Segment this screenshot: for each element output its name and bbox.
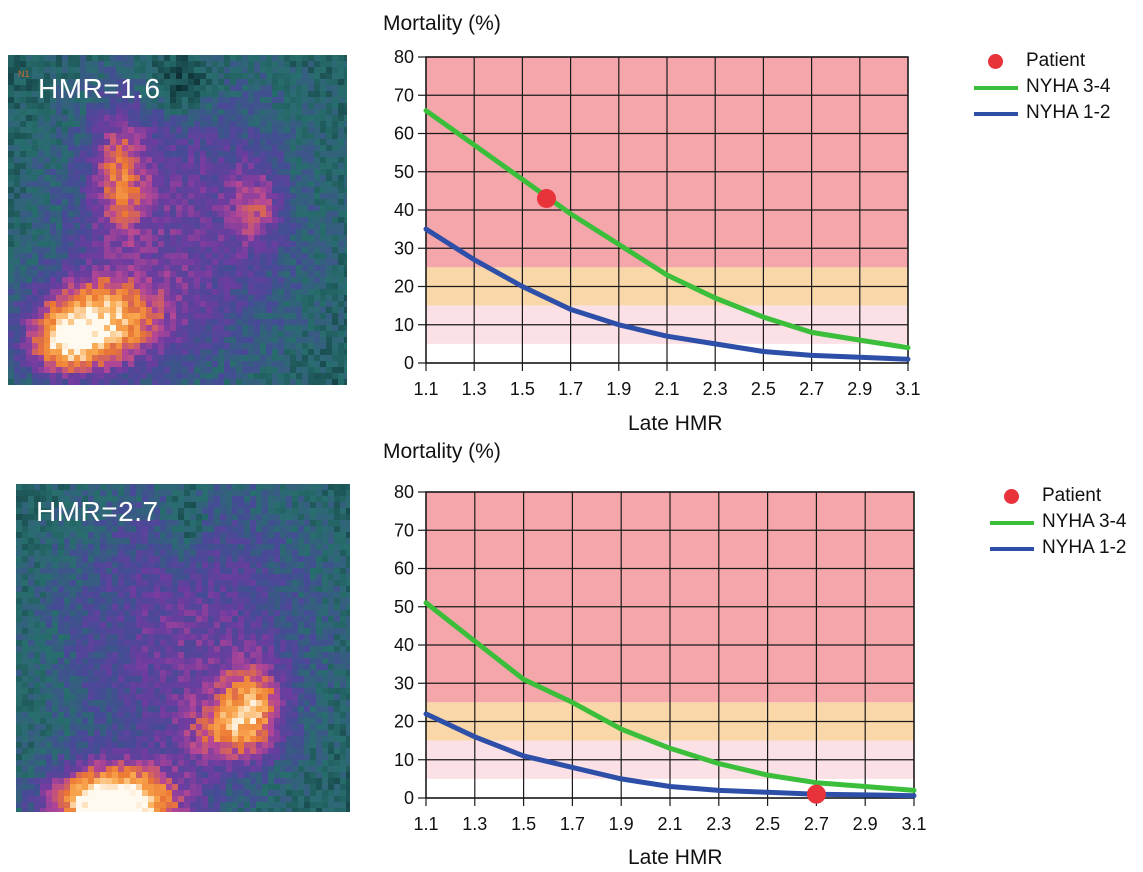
patient-point <box>806 784 826 804</box>
mortality-chart-1: 0 10 20 30 40 50 60 70 80 1.1 1.3 1.5 1.7 1.9 2.1 2.3 2.… <box>394 47 921 399</box>
x-tick-label: 2.7 <box>804 814 829 834</box>
y-tick-label: 10 <box>394 750 414 770</box>
x-tick-label: 1.5 <box>511 814 536 834</box>
green-line-icon <box>990 510 1034 536</box>
green-line-icon <box>974 75 1018 101</box>
y-tick-label: 40 <box>394 200 414 220</box>
y-tick-label: 50 <box>394 597 414 617</box>
hmr-label: HMR=2.7 <box>36 496 159 527</box>
y-tick-label: 0 <box>404 353 414 373</box>
legend-label: NYHA 1-2 <box>1026 102 1111 123</box>
y-tick-label: 0 <box>404 788 414 808</box>
y-axis-label: Mortality (%) <box>383 12 501 35</box>
x-tick-label: 1.9 <box>609 814 634 834</box>
blue-line-icon <box>990 536 1034 562</box>
corner-mark: N1 <box>18 69 30 79</box>
x-tick-label: 2.1 <box>657 814 682 834</box>
y-tick-label: 60 <box>394 124 414 144</box>
x-tick-label: 2.7 <box>799 379 824 399</box>
x-tick-label: 2.5 <box>755 814 780 834</box>
x-axis-label: Late HMR <box>628 412 723 435</box>
patient-marker-icon <box>974 49 1018 75</box>
x-tick-label: 1.9 <box>606 379 631 399</box>
hmr-label: HMR=1.6 <box>38 73 161 104</box>
y-tick-label: 20 <box>394 277 414 297</box>
patient-point <box>537 189 556 209</box>
chart-panel-1: N1 HMR=1.6 Mortality (%) 0 10 20 30 40 50 60 70… <box>8 12 1111 435</box>
series-nyha-1-2-line <box>423 711 917 799</box>
y-tick-label: 70 <box>394 85 414 105</box>
x-tick-label: 1.7 <box>560 814 585 834</box>
blue-line-icon <box>974 101 1018 127</box>
y-tick-label: 80 <box>394 482 414 502</box>
y-tick-label: 30 <box>394 673 414 693</box>
x-tick-label: 1.5 <box>510 379 535 399</box>
x-tick-label: 1.3 <box>462 379 487 399</box>
y-tick-label: 60 <box>394 559 414 579</box>
y-tick-label: 30 <box>394 238 414 258</box>
legend-label: Patient <box>1042 485 1102 506</box>
x-axis-label: Late HMR <box>628 846 723 869</box>
y-axis-label: Mortality (%) <box>383 440 501 463</box>
x-tick-label: 1.1 <box>413 379 438 399</box>
legend-label: NYHA 3-4 <box>1026 76 1111 97</box>
x-tick-label: 3.1 <box>901 814 926 834</box>
series-nyha-3-4-line <box>423 600 917 793</box>
x-tick-label: 2.3 <box>703 379 728 399</box>
y-tick-label: 70 <box>394 520 414 540</box>
chart-panel-2: HMR=2.7 Mortality (%) 0 10 20 30 40 50 60 70 80 1… <box>0 436 1143 872</box>
x-tick-label: 2.9 <box>847 379 872 399</box>
y-tick-label: 20 <box>394 712 414 732</box>
patient-marker-icon <box>990 484 1034 510</box>
x-tick-label: 2.5 <box>751 379 776 399</box>
y-tick-label: 10 <box>394 315 414 335</box>
y-tick-label: 40 <box>394 635 414 655</box>
series-nyha-3-4-line <box>423 108 911 351</box>
x-tick-label: 2.9 <box>853 814 878 834</box>
legend-label: NYHA 3-4 <box>1042 511 1127 532</box>
scintigraphy-image-1: N1 HMR=1.6 <box>8 55 347 385</box>
x-tick-label: 2.1 <box>654 379 679 399</box>
mortality-chart-2: 0 10 20 30 40 50 60 70 80 1.1 1.3 1.5 1.7 1.9 2.1 2.3 2.… <box>394 482 927 834</box>
legend-label: NYHA 1-2 <box>1042 537 1127 558</box>
x-tick-label: 2.3 <box>706 814 731 834</box>
legend-label: Patient <box>1026 50 1086 71</box>
series-nyha-1-2-line <box>423 226 911 362</box>
x-tick-label: 1.3 <box>462 814 487 834</box>
scintigraphy-image-2: HMR=2.7 <box>16 484 350 812</box>
y-tick-label: 50 <box>394 162 414 182</box>
y-tick-label: 80 <box>394 47 414 67</box>
x-tick-label: 3.1 <box>895 379 920 399</box>
x-tick-label: 1.1 <box>413 814 438 834</box>
x-tick-label: 1.7 <box>558 379 583 399</box>
